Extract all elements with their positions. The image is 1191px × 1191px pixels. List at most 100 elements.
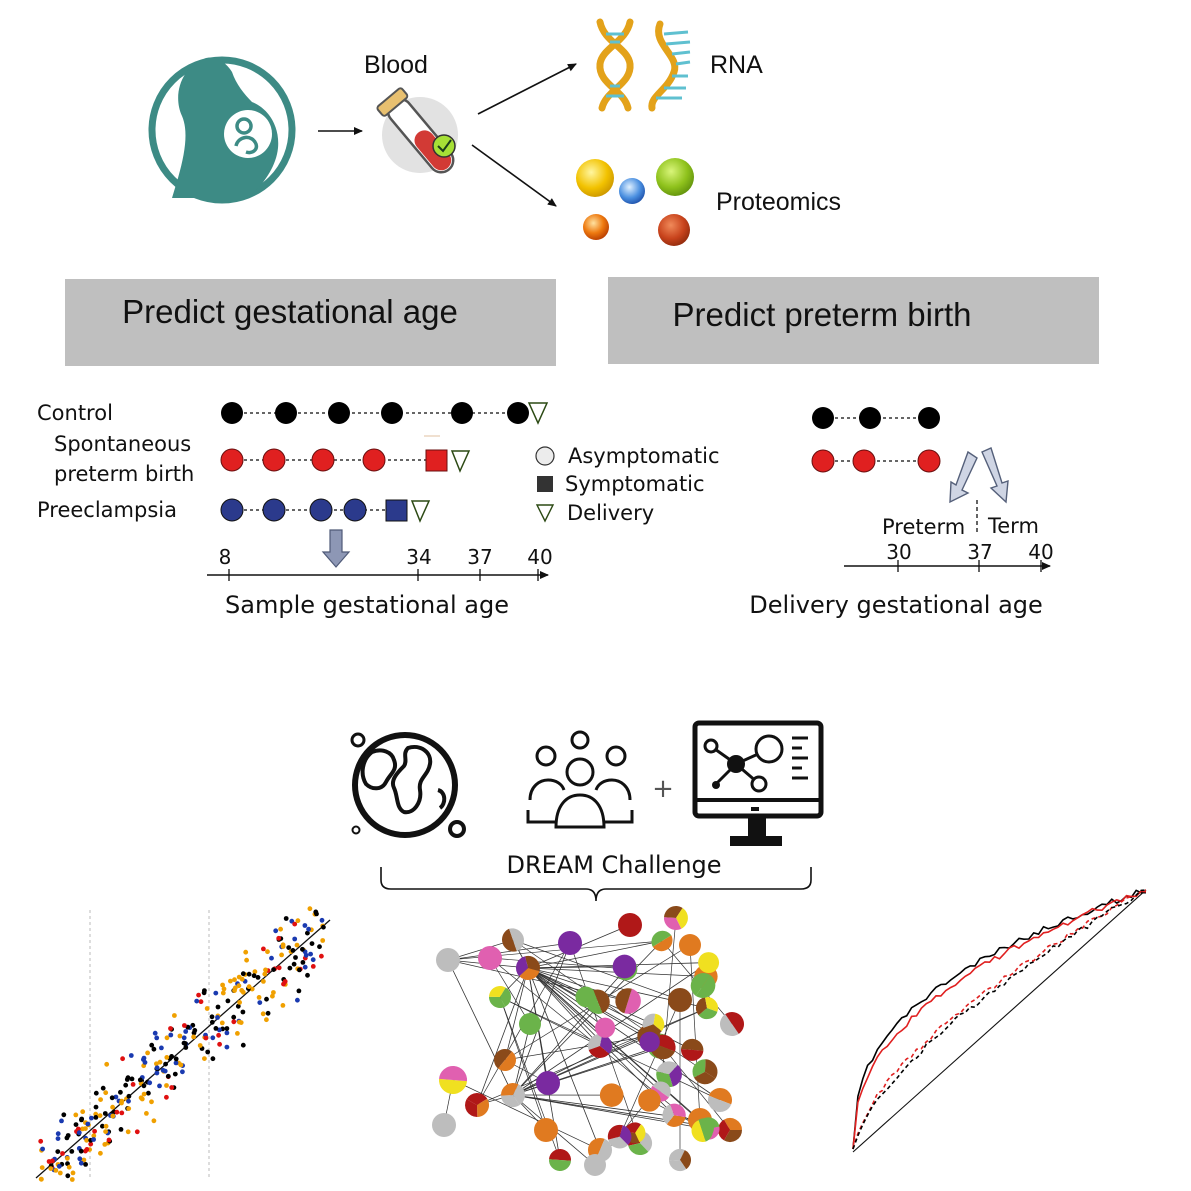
scatter-point — [203, 1035, 209, 1041]
pregnant-woman-icon — [148, 56, 296, 204]
network-node — [548, 1148, 572, 1172]
banner-preterm-birth — [608, 277, 1099, 364]
scatter-point — [53, 1168, 59, 1173]
banner-preterm-birth-label: Predict preterm birth — [673, 296, 972, 333]
scatter-point — [129, 1076, 135, 1082]
scatter-point — [89, 1115, 94, 1121]
scatter-point — [65, 1173, 71, 1179]
scatter-point — [164, 1083, 169, 1088]
scatter-point — [134, 1129, 140, 1135]
scatter-point — [169, 1054, 175, 1059]
scatter-fit-line — [35, 919, 331, 1179]
scatter-point — [84, 1147, 90, 1152]
scatter-point — [262, 971, 268, 977]
scatter-point — [220, 982, 226, 988]
scatter-point — [217, 1041, 223, 1047]
scatter-point — [151, 1046, 157, 1052]
scatter-point — [260, 1011, 266, 1017]
scatter-point — [78, 1160, 84, 1166]
scatter-point — [244, 957, 250, 963]
scatter-point — [202, 1056, 207, 1061]
scatter-point — [147, 1080, 153, 1086]
scatter-point — [307, 906, 313, 912]
scatter-point — [163, 1061, 169, 1067]
scatter-point — [205, 1049, 211, 1055]
network-node — [668, 988, 692, 1012]
scatter-point — [65, 1133, 71, 1138]
network-edge — [527, 940, 663, 969]
scatter-point — [88, 1141, 94, 1147]
scatter-point — [294, 942, 300, 948]
scatter-point — [69, 1149, 75, 1154]
scatter-point — [210, 1056, 216, 1062]
scatter-point — [165, 1073, 171, 1079]
scatter-point — [164, 1035, 170, 1041]
scatter-point — [55, 1131, 61, 1137]
network-node — [500, 1082, 526, 1108]
scatter-point — [261, 979, 266, 984]
scatter-point — [118, 1089, 123, 1095]
scatter-point — [73, 1112, 79, 1118]
scatter-plot-thumbnail — [35, 906, 331, 1182]
network-node — [618, 913, 642, 937]
network-node — [707, 1087, 733, 1113]
scatter-point — [240, 1042, 246, 1048]
preeclampsia-timeline — [220, 498, 431, 523]
scatter-point — [306, 926, 311, 932]
legend-delivery-label: Delivery — [567, 501, 654, 525]
scatter-point — [80, 1109, 86, 1115]
scatter-point — [319, 953, 324, 959]
scatter-point — [197, 1043, 203, 1048]
network-node — [588, 1033, 612, 1058]
scatter-point — [281, 981, 286, 987]
scatter-point — [201, 990, 207, 996]
roc-curve — [852, 890, 1147, 1150]
scatter-point — [60, 1151, 65, 1156]
scatter-point — [38, 1138, 44, 1144]
scatter-point — [256, 995, 262, 1000]
network-node — [558, 931, 582, 955]
globe-icon — [350, 732, 466, 838]
network-node — [642, 1013, 665, 1036]
network-node — [478, 946, 502, 970]
scatter-point — [118, 1127, 124, 1132]
scatter-point — [246, 971, 252, 977]
scatter-point — [173, 1060, 179, 1066]
row-label-control: Control — [37, 401, 113, 425]
network-graph-thumbnail — [432, 906, 745, 1176]
scatter-point — [168, 1032, 174, 1038]
scatter-point — [55, 1136, 61, 1141]
scatter-point — [100, 1123, 105, 1129]
scatter-point — [137, 1077, 143, 1083]
network-edge — [512, 1035, 649, 1096]
scatter-point — [39, 1176, 44, 1182]
network-node — [651, 930, 673, 952]
scatter-point — [83, 1162, 88, 1167]
network-node — [692, 1059, 718, 1085]
axis-tick-40: 40 — [527, 545, 552, 569]
scatter-point — [240, 971, 246, 977]
network-node — [519, 1013, 541, 1035]
network-node — [719, 1011, 745, 1037]
scatter-point — [292, 921, 298, 927]
scatter-point — [283, 916, 289, 921]
axis-tick-37: 37 — [467, 545, 492, 569]
scatter-point — [91, 1133, 97, 1139]
scatter-point — [151, 1118, 157, 1124]
network-node — [638, 1089, 661, 1112]
scatter-point — [295, 918, 301, 924]
scatter-point — [305, 972, 310, 978]
network-node — [680, 1038, 704, 1061]
scatter-point — [57, 1170, 63, 1176]
scatter-point — [236, 983, 242, 989]
scatter-point — [123, 1082, 129, 1088]
scatter-point — [154, 1035, 160, 1041]
scatter-point — [297, 967, 302, 973]
scatter-point — [264, 996, 269, 1002]
scatter-point — [213, 1026, 219, 1031]
network-node — [615, 988, 641, 1014]
scatter-point — [235, 1031, 240, 1036]
network-node — [612, 954, 637, 979]
banner-gestational-age — [65, 279, 556, 366]
scatter-point — [119, 1100, 124, 1106]
